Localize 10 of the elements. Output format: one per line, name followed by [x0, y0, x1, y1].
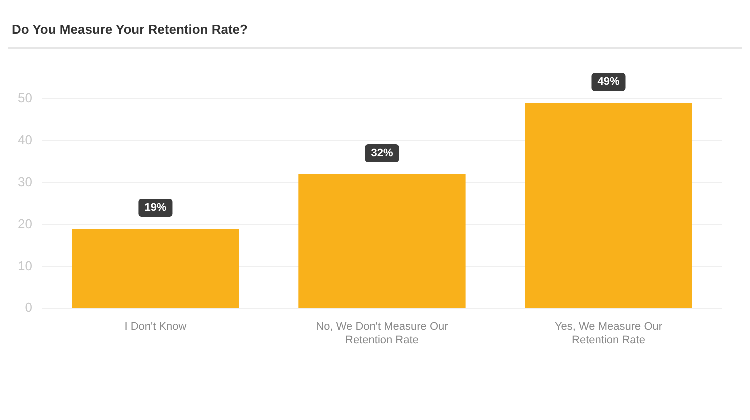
x-tick-label: I Don't Know	[124, 321, 187, 334]
bar	[298, 174, 466, 308]
x-tick-label: No, We Don't Measure Our Retention Rate	[316, 321, 449, 346]
x-tick-label: Yes, We Measure Our Retention Rate	[554, 321, 663, 346]
data-label: 32%	[371, 147, 394, 160]
bar	[525, 103, 692, 308]
data-label: 19%	[144, 202, 167, 214]
data-label: 49%	[598, 76, 620, 88]
chart-title: Do You Measure Your Retention Rate?	[8, 8, 742, 49]
bar	[72, 228, 240, 308]
